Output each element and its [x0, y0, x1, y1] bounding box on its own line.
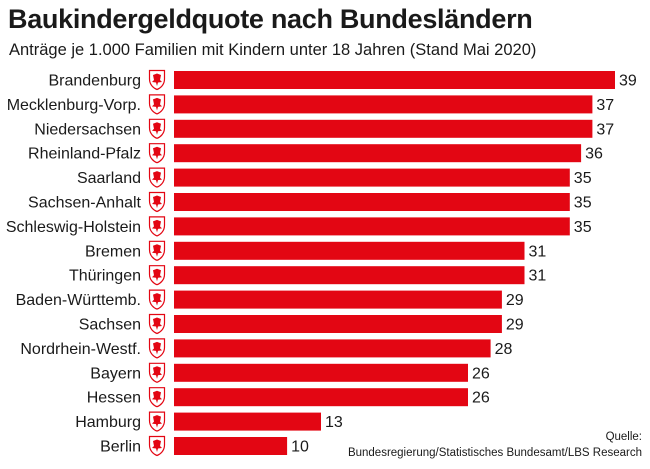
bar — [174, 119, 593, 138]
value-label: 10 — [291, 439, 309, 456]
category-label: Bremen — [85, 243, 141, 260]
bar — [174, 339, 491, 358]
category-label: Bayern — [90, 365, 141, 382]
value-label: 29 — [506, 317, 524, 334]
bar — [174, 71, 615, 89]
value-label: 39 — [619, 73, 637, 90]
hamburg-coat-of-arms-icon — [148, 411, 166, 432]
sachsen-coat-of-arms-icon — [148, 313, 166, 335]
category-label: Nordrhein-Westf. — [20, 341, 141, 358]
thueringen-coat-of-arms-icon — [148, 265, 166, 286]
category-label: Sachsen-Anhalt — [28, 195, 142, 212]
category-label: Schleswig-Holstein — [6, 219, 141, 236]
value-label: 35 — [574, 195, 592, 212]
value-label: 26 — [472, 390, 490, 407]
value-label: 28 — [495, 341, 513, 358]
bar — [174, 168, 570, 187]
value-label: 13 — [325, 414, 343, 431]
baden-wuerttemberg-coat-of-arms-icon — [148, 289, 166, 310]
bar — [174, 266, 525, 285]
chart-title: Baukindergeldquote nach Bundesländern — [8, 4, 533, 34]
category-label: Rheinland-Pfalz — [28, 146, 141, 163]
value-label: 31 — [529, 243, 547, 260]
bayern-coat-of-arms-icon — [148, 362, 166, 383]
bar — [174, 241, 525, 260]
category-label: Berlin — [100, 439, 141, 456]
category-label: Saarland — [77, 170, 141, 187]
category-label: Thüringen — [69, 268, 141, 285]
value-label: 31 — [529, 268, 547, 285]
bar — [174, 290, 502, 309]
category-label: Baden-Württemb. — [16, 292, 141, 309]
value-label: 37 — [596, 97, 614, 114]
value-label: 36 — [585, 146, 603, 163]
value-label: 35 — [574, 219, 592, 236]
bar — [174, 193, 570, 211]
bar — [174, 217, 570, 236]
berlin-coat-of-arms-icon — [148, 435, 166, 457]
category-label: Niedersachsen — [34, 121, 141, 138]
bar — [174, 95, 593, 114]
source-label: Quelle: — [605, 431, 642, 443]
value-label: 35 — [574, 170, 592, 187]
schleswig-holstein-coat-of-arms-icon — [148, 216, 166, 237]
category-label: Brandenburg — [48, 73, 141, 90]
bar — [174, 437, 288, 455]
value-label: 26 — [472, 365, 490, 382]
sachsen-anhalt-coat-of-arms-icon — [148, 191, 166, 213]
bar — [174, 412, 321, 431]
category-label: Hamburg — [75, 414, 141, 431]
saarland-coat-of-arms-icon — [148, 167, 166, 188]
value-label: 29 — [506, 292, 524, 309]
bar — [174, 144, 582, 163]
niedersachsen-coat-of-arms-icon — [148, 118, 166, 139]
bar — [174, 363, 468, 382]
bremen-coat-of-arms-icon — [148, 240, 166, 261]
brandenburg-coat-of-arms-icon — [148, 69, 166, 91]
category-label: Sachsen — [79, 317, 141, 334]
value-label: 37 — [596, 121, 614, 138]
rheinland-pfalz-coat-of-arms-icon — [148, 143, 166, 164]
hessen-coat-of-arms-icon — [148, 387, 166, 408]
mecklenburg-vorpommern-coat-of-arms-icon — [148, 94, 166, 115]
chart-subtitle: Anträge je 1.000 Familien mit Kindern un… — [9, 41, 537, 59]
category-label: Hessen — [87, 390, 141, 407]
bar — [174, 315, 502, 333]
bar — [174, 388, 468, 407]
category-label: Mecklenburg-Vorp. — [7, 97, 141, 114]
nordrhein-westfalen-coat-of-arms-icon — [148, 338, 166, 359]
source-note: Quelle: Bundesregierung/Statistisches Bu… — [348, 429, 642, 461]
source-text: Bundesregierung/Statistisches Bundesamt/… — [347, 447, 642, 459]
